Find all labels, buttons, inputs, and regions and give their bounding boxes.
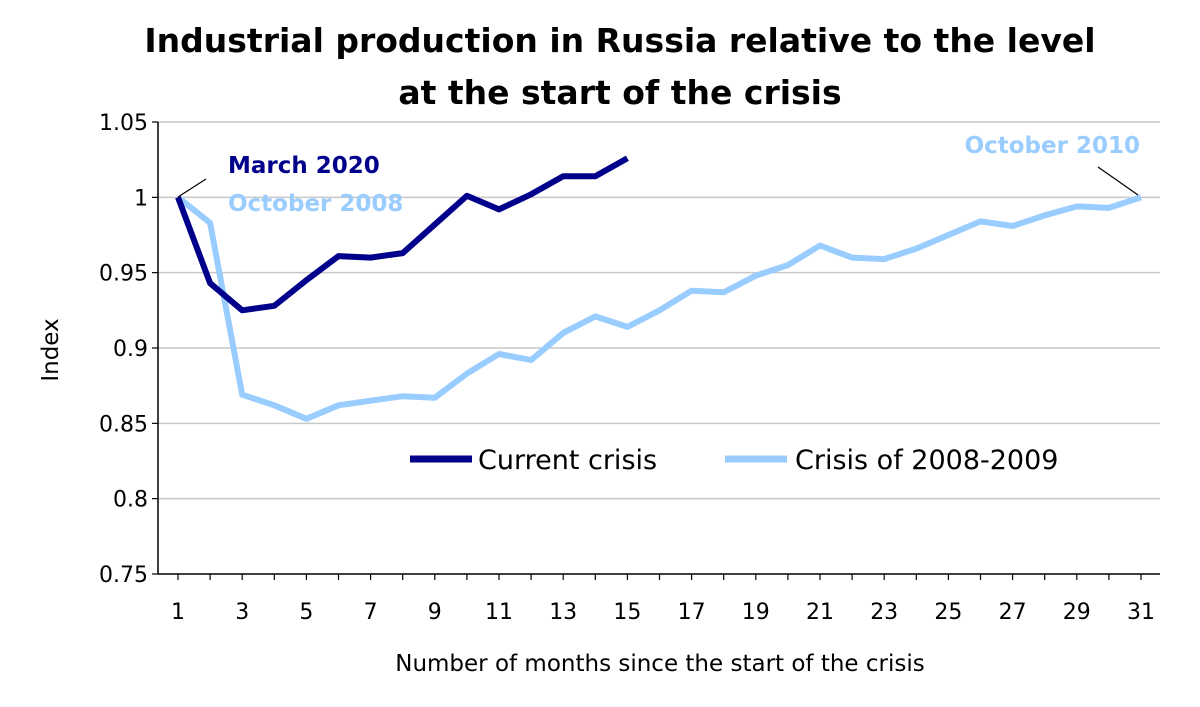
x-tick-label: 11	[485, 600, 513, 625]
x-tick-label: 27	[999, 600, 1027, 625]
y-tick-label: 0.95	[99, 262, 148, 287]
y-axis-label: Index	[38, 318, 64, 381]
y-tick-label: 0.9	[113, 337, 148, 362]
gridlines	[158, 121, 1160, 500]
legend-label-crisis-2008-2009: Crisis of 2008-2009	[795, 445, 1058, 476]
x-tick-label: 5	[299, 600, 313, 625]
x-axis-label: Number of months since the start of the …	[395, 651, 925, 677]
x-tick-label: 13	[549, 600, 577, 625]
series-lines	[175, 155, 1142, 422]
leader-line-october-2010	[1097, 166, 1139, 196]
x-tick-label: 15	[613, 600, 641, 625]
x-tick-labels: 1 3 5 7 9 11 13 15 17 19 21 23 25 27 29 31	[171, 600, 1155, 625]
x-tick-label: 9	[428, 600, 442, 625]
leader-line-march-2020	[177, 178, 207, 198]
x-tick-label: 17	[678, 600, 706, 625]
annotation-october-2010: October 2010	[965, 133, 1140, 159]
x-tick-label: 29	[1063, 600, 1091, 625]
chart-title-line-1: Industrial production in Russia relative…	[144, 21, 1095, 60]
y-tick-label: 0.85	[99, 412, 148, 437]
annotations: March 2020 October 2008 October 2010	[177, 133, 1140, 217]
x-tick-label: 19	[742, 600, 770, 625]
y-tick-label: 1	[134, 186, 148, 211]
y-tick-label: 1.05	[99, 111, 148, 136]
y-tick-label: 0.8	[113, 488, 148, 513]
axes	[152, 121, 1160, 580]
annotation-october-2008: October 2008	[228, 191, 403, 217]
x-tick-label: 21	[806, 600, 834, 625]
x-tick-label: 1	[171, 600, 185, 625]
annotation-march-2020: March 2020	[228, 153, 380, 179]
x-tick-label: 3	[235, 600, 249, 625]
series-line-crisis-2008-2009	[176, 194, 1142, 422]
series-line-current-crisis	[175, 155, 629, 314]
x-tick-label: 31	[1127, 600, 1155, 625]
x-tick-label: 23	[870, 600, 898, 625]
y-tick-labels: 1.05 1 0.95 0.9 0.85 0.8 0.75	[99, 111, 148, 588]
y-tick-label: 0.75	[99, 563, 148, 588]
chart-title-line-2: at the start of the crisis	[398, 73, 841, 112]
x-tick-label: 7	[364, 600, 378, 625]
x-tick-label: 25	[934, 600, 962, 625]
legend-label-current-crisis: Current crisis	[478, 445, 657, 476]
legend: Current crisis Crisis of 2008-2009	[410, 445, 1058, 476]
